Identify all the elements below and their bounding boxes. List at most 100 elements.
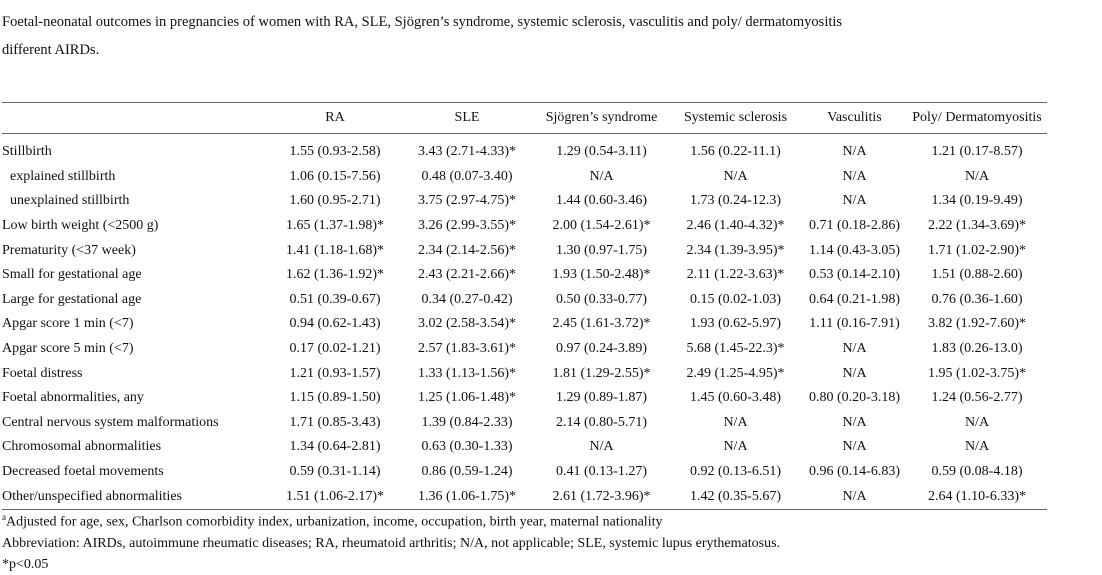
table-cell: N/A [842, 193, 867, 209]
table: RA SLE Sjögren’s syndrome Systemic sclerosi… [2, 102, 1047, 510]
table-cell: 0.64 (0.21-1.98) [809, 291, 900, 307]
table-cell: 1.21 (0.93-1.57) [289, 365, 381, 381]
table-header: RA SLE Sjögren’s syndrome Systemic sclerosi… [2, 102, 1047, 134]
table-cell: N/A [723, 168, 748, 184]
table-cell: 1.24 (0.56-2.77) [931, 390, 1023, 406]
table-cell: 1.93 (0.62-5.97) [690, 316, 781, 332]
header-cell: SLE [454, 110, 480, 125]
table-cell: 0.48 (0.07-3.40) [421, 168, 513, 184]
table-body: Stillbirth 1.55 (0.93-2.58) 3.43 (2.71-4.3… [2, 134, 1047, 510]
table-cell: 1.42 (0.35-5.67) [690, 488, 781, 504]
table-cell: 2.00 (1.54-2.61)* [552, 218, 651, 234]
table-cell: 1.36 (1.06-1.75)* [418, 488, 516, 504]
table-cell: 1.65 (1.37-1.98)* [286, 218, 384, 234]
table-cell: 2.34 (2.14-2.56)* [418, 242, 516, 258]
table-cell: 3.43 (2.71-4.33)* [418, 144, 516, 160]
table-row: Central nervous system malformations 1.71… [2, 411, 1047, 436]
table-cell: 1.71 (0.85-3.43) [289, 414, 381, 430]
footnote: Abbreviation: AIRDs, autoimmune rheumati… [2, 533, 780, 554]
table-cell: 2.45 (1.61-3.72)* [552, 316, 651, 332]
table-cell: 1.25 (1.06-1.48)* [418, 390, 516, 406]
table-cell: 0.59 (0.31-1.14) [289, 464, 381, 480]
table-cell: 0.71 (0.18-2.86) [809, 218, 900, 234]
table-cell: 1.14 (0.43-3.05) [809, 242, 900, 258]
table-cell: 2.61 (1.72-3.96)* [552, 488, 651, 504]
header-row: RA SLE Sjögren’s syndrome Systemic sclerosi… [2, 102, 1047, 134]
table-cell: 0.94 (0.62-1.43) [289, 316, 381, 332]
table-cell: 1.21 (0.17-8.57) [931, 144, 1023, 160]
table-cell: 1.41 (1.18-1.68)* [286, 242, 384, 258]
table-cell: 1.15 (0.89-1.50) [289, 390, 381, 406]
table-cell: 0.34 (0.27-0.42) [421, 291, 513, 307]
table-cell: N/A [723, 439, 748, 455]
row-label: Foetal distress [2, 365, 83, 381]
table-cell: N/A [842, 144, 867, 160]
table-cell: 0.76 (0.36-1.60) [931, 291, 1023, 307]
row-label: Low birth weight (<2500 g) [2, 218, 159, 234]
table-cell: 2.34 (1.39-3.95)* [686, 242, 785, 258]
table-cell: 1.45 (0.60-3.48) [690, 390, 781, 406]
table-cell: 1.29 (0.54-3.11) [556, 144, 647, 160]
table-cell: 1.83 (0.26-13.0) [931, 341, 1023, 357]
header-cell: RA [325, 110, 345, 125]
table-cell: 1.71 (1.02-2.90)* [928, 242, 1026, 258]
table-cell: 0.97 (0.24-3.89) [556, 341, 647, 357]
table-cell: 1.51 (0.88-2.60) [931, 267, 1023, 283]
table-cell: 0.92 (0.13-6.51) [690, 464, 781, 480]
row-label: Chromosomal abnormalities [2, 439, 162, 455]
row-label: Foetal abnormalities, any [2, 390, 144, 406]
table-cell: 1.81 (1.29-2.55)* [552, 365, 651, 381]
table-cell: 2.57 (1.83-3.61)* [418, 341, 516, 357]
header-cell: Vasculitis [827, 110, 882, 125]
header-cell: Sjögren’s syndrome [545, 110, 658, 125]
table-row: Low birth weight (<2500 g) 1.65 (1.37-1.9… [2, 214, 1047, 239]
table-cell: 1.34 (0.64-2.81) [289, 439, 381, 455]
table-cell: N/A [589, 439, 614, 455]
table-row: Small for gestational age 1.62 (1.36-1.92… [2, 263, 1047, 288]
header-cell [2, 103, 270, 134]
table-cell: 0.80 (0.20-3.18) [809, 390, 900, 406]
table-row: unexplained stillbirth 1.60 (0.95-2.71) 3.… [2, 189, 1047, 214]
table-cell: 3.75 (2.97-4.75)* [418, 193, 516, 209]
row-label: Central nervous system malformations [2, 414, 219, 430]
table-cell: 0.86 (0.59-1.24) [421, 464, 513, 480]
table-cell: N/A [842, 168, 867, 184]
table-cell: N/A [964, 168, 990, 184]
table-cell: 1.39 (0.84-2.33) [421, 414, 513, 430]
row-label: explained stillbirth [10, 168, 116, 184]
row-label: Decreased foetal movements [2, 464, 164, 480]
table-cell: 2.49 (1.25-4.95)* [686, 365, 785, 381]
row-label: Large for gestational age [2, 291, 142, 307]
row-label: Prematurity (<37 week) [2, 242, 136, 258]
table-cell: N/A [842, 341, 867, 357]
table-row: Apgar score 5 min (<7) 0.17 (0.02-1.21) 2.… [2, 337, 1047, 362]
table-cell: 0.53 (0.14-2.10) [809, 267, 900, 283]
table-cell: 1.34 (0.19-9.49) [931, 193, 1023, 209]
table-cell: 0.96 (0.14-6.83) [809, 464, 900, 480]
footnote: *p<0.05 [2, 554, 780, 575]
table-cell: N/A [964, 439, 990, 455]
caption: Foetal-neonatal outcomes in pregnancies … [2, 14, 843, 58]
table-cell: 1.93 (1.50-2.48)* [552, 267, 651, 283]
row-label: unexplained stillbirth [10, 193, 130, 209]
table-row: Other/unspecified abnormalities 1.51 (1.0… [2, 484, 1047, 510]
footnote-text: Adjusted for age, sex, Charlson comorbid… [6, 514, 663, 530]
table-cell: 1.55 (0.93-2.58) [289, 144, 381, 160]
header-cell: Poly/ Dermatomyositis [912, 110, 1042, 125]
table-cell: 1.56 (0.22-11.1) [690, 144, 781, 160]
table-cell: 1.95 (1.02-3.75)* [928, 365, 1026, 381]
table-row: Apgar score 1 min (<7) 0.94 (0.62-1.43) 3.… [2, 312, 1047, 337]
table-cell: 0.51 (0.39-0.67) [289, 291, 381, 307]
table-row: Decreased foetal movements 0.59 (0.31-1.1… [2, 460, 1047, 485]
table-row: Prematurity (<37 week) 1.41 (1.18-1.68)* 2… [2, 238, 1047, 263]
table-cell: N/A [842, 365, 867, 381]
row-label: Other/unspecified abnormalities [2, 488, 182, 504]
table-cell: 2.46 (1.40-4.32)* [686, 218, 785, 234]
table-cell: 2.14 (0.80-5.71) [556, 414, 647, 430]
table-cell: 0.41 (0.13-1.27) [556, 464, 647, 480]
table-cell: 3.02 (2.58-3.54)* [418, 316, 516, 332]
footnote-marker: a [2, 512, 6, 522]
table-cell: 1.33 (1.13-1.56)* [418, 365, 516, 381]
table-cell: 1.51 (1.06-2.17)* [286, 488, 384, 504]
row-label: Stillbirth [2, 144, 52, 160]
